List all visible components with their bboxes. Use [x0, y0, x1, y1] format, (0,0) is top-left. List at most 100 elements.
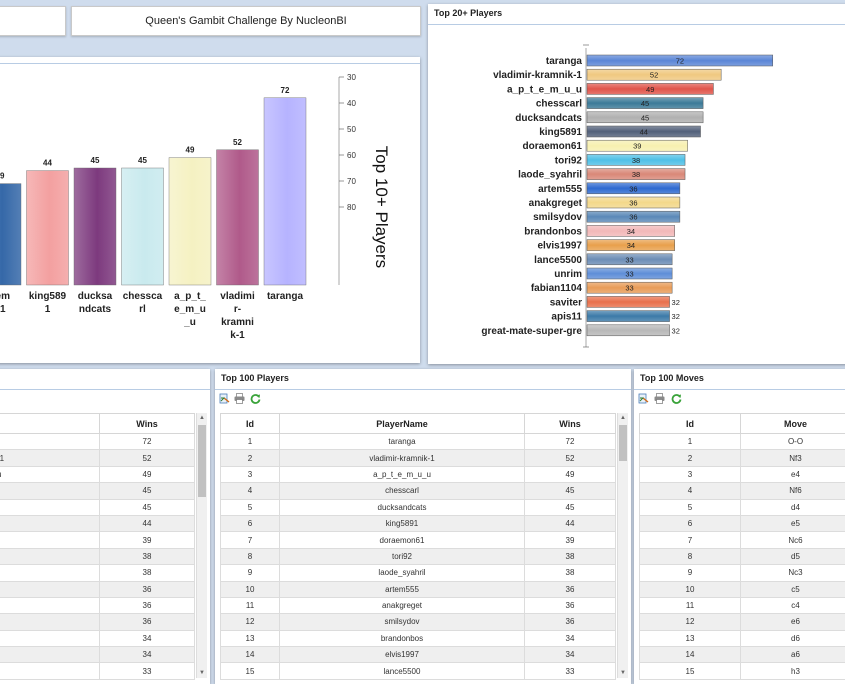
- table-row[interactable]: 9 laode_syahril 38: [220, 564, 616, 582]
- bar-king5891[interactable]: [586, 125, 701, 138]
- table-row[interactable]: 14 a6: [639, 646, 845, 664]
- table-row[interactable]: 1 taranga 72: [220, 432, 616, 451]
- table-row[interactable]: 36: [0, 613, 195, 631]
- bar-vladimir-kramnik-1[interactable]: [586, 68, 722, 81]
- table-row[interactable]: 3 e4: [639, 465, 845, 484]
- table-row[interactable]: 14 elvis1997 34: [220, 646, 616, 664]
- table-row[interactable]: 36: [0, 580, 195, 598]
- scroll-down-arrow-icon[interactable]: ▼: [199, 670, 205, 676]
- bar-doraemon61[interactable]: [0, 183, 22, 286]
- header-left-button[interactable]: [0, 6, 66, 36]
- table-row[interactable]: 4 chesscarl 45: [220, 482, 616, 500]
- table-row[interactable]: 36: [0, 596, 195, 615]
- export-excel-icon[interactable]: [638, 393, 649, 404]
- table-row[interactable]: 8 tori92 38: [220, 547, 616, 566]
- bar-lance5500[interactable]: [586, 253, 673, 266]
- column-header-id[interactable]: Id: [220, 413, 280, 434]
- bar-taranga[interactable]: [263, 97, 307, 286]
- column-header-move[interactable]: Move: [740, 413, 845, 434]
- table-row[interactable]: 9 Nc3: [639, 564, 845, 582]
- table-row[interactable]: 11 c4: [639, 596, 845, 615]
- bar-elvis1997[interactable]: [586, 239, 675, 251]
- bar-doraemon61[interactable]: [586, 139, 688, 152]
- dashboard-title-button[interactable]: Queen's Gambit Challenge By NucleonBI: [71, 6, 421, 36]
- table-row[interactable]: u49: [0, 465, 195, 484]
- table-row[interactable]: 13 d6: [639, 629, 845, 648]
- print-icon[interactable]: [654, 393, 665, 404]
- table-row[interactable]: 10 artem555 36: [220, 580, 616, 598]
- vertical-scrollbar[interactable]: ▲ ▼: [196, 413, 207, 678]
- refresh-icon[interactable]: [671, 393, 682, 404]
- table-row[interactable]: 12 e6: [639, 613, 845, 631]
- table-row[interactable]: 8 d5: [639, 547, 845, 566]
- table-row[interactable]: 5 d4: [639, 498, 845, 516]
- column-header-wins[interactable]: Wins: [524, 413, 616, 434]
- bar-king5891[interactable]: [26, 170, 69, 286]
- table-row[interactable]: 10 c5: [639, 580, 845, 598]
- table-row[interactable]: 38: [0, 547, 195, 566]
- table-row[interactable]: 6 king5891 44: [220, 514, 616, 533]
- category-label: smilsydov: [533, 212, 582, 223]
- table-row[interactable]: 13 brandonbos 34: [220, 629, 616, 648]
- scroll-down-arrow-icon[interactable]: ▼: [620, 670, 626, 676]
- column-header-playername[interactable]: PlayerName: [279, 413, 525, 434]
- column-header-wins[interactable]: Wins: [99, 413, 195, 434]
- table-row[interactable]: 2 vladimir-kramnik-1 52: [220, 449, 616, 467]
- scroll-up-arrow-icon[interactable]: ▲: [199, 415, 205, 421]
- column-header-id[interactable]: Id: [639, 413, 741, 434]
- export-excel-icon[interactable]: [219, 393, 230, 404]
- table-row[interactable]: 4 Nf6: [639, 482, 845, 500]
- table-cell: [0, 646, 100, 664]
- table-row[interactable]: 3 a_p_t_e_m_u_u 49: [220, 465, 616, 484]
- table-row[interactable]: 34: [0, 629, 195, 648]
- bar-a_p_t_e_m_u_u[interactable]: [586, 83, 714, 95]
- scroll-thumb[interactable]: [619, 425, 627, 461]
- table-row[interactable]: 11 anakgreget 36: [220, 596, 616, 615]
- table-row[interactable]: 44: [0, 514, 195, 533]
- table-row[interactable]: 72: [0, 432, 195, 451]
- table-row[interactable]: 1 O-O: [639, 432, 845, 451]
- print-icon[interactable]: [234, 393, 245, 404]
- table-row[interactable]: 15 lance5500 33: [220, 662, 616, 680]
- scroll-up-arrow-icon[interactable]: ▲: [620, 415, 626, 421]
- bar-brandonbos[interactable]: [586, 225, 675, 237]
- bar-vladimir-kramnik-1[interactable]: [216, 149, 259, 286]
- bar-taranga[interactable]: [586, 54, 774, 67]
- bar-ducksandcats[interactable]: [586, 111, 704, 124]
- bar-chesscarl[interactable]: [121, 167, 164, 286]
- table-row[interactable]: 45: [0, 482, 195, 500]
- bar-great-mate-super-gre[interactable]: [586, 324, 670, 337]
- bar-chesscarl[interactable]: [586, 97, 704, 109]
- bar-artem555[interactable]: [586, 182, 681, 195]
- scroll-thumb[interactable]: [198, 425, 206, 497]
- bar-saviter[interactable]: [586, 296, 670, 308]
- table-row[interactable]: 38: [0, 564, 195, 582]
- refresh-icon[interactable]: [250, 393, 261, 404]
- table-row[interactable]: 33: [0, 662, 195, 680]
- table-row[interactable]: 7 Nc6: [639, 531, 845, 549]
- table-row[interactable]: 15 h3: [639, 662, 845, 680]
- table-row[interactable]: 6 e5: [639, 514, 845, 533]
- bar-unrim[interactable]: [586, 267, 673, 280]
- table-row[interactable]: 39: [0, 531, 195, 549]
- bar-anakgreget[interactable]: [586, 196, 681, 209]
- bar-smilsydov[interactable]: [586, 210, 681, 223]
- table-row[interactable]: 34: [0, 646, 195, 664]
- table-row[interactable]: 7 doraemon61 39: [220, 531, 616, 549]
- bar-a_p_t_e_m_u_u[interactable]: [168, 157, 212, 286]
- bar-tori92[interactable]: [586, 154, 686, 166]
- y-tick-label: 60: [347, 151, 356, 160]
- table-row[interactable]: 12 smilsydov 36: [220, 613, 616, 631]
- table-row[interactable]: 2 Nf3: [639, 449, 845, 467]
- bar-laode_syahril[interactable]: [586, 168, 686, 180]
- bar-fabian1104[interactable]: [586, 281, 673, 294]
- column-header[interactable]: [0, 413, 100, 434]
- table-row[interactable]: 45: [0, 498, 195, 516]
- bar-value-label: 34: [627, 227, 635, 236]
- table-cell: 1: [220, 432, 280, 451]
- table-row[interactable]: 5 ducksandcats 45: [220, 498, 616, 516]
- bar-apis11[interactable]: [586, 310, 670, 322]
- bar-ducksandcats[interactable]: [73, 167, 117, 286]
- vertical-scrollbar[interactable]: ▲ ▼: [617, 413, 628, 678]
- table-row[interactable]: -152: [0, 449, 195, 467]
